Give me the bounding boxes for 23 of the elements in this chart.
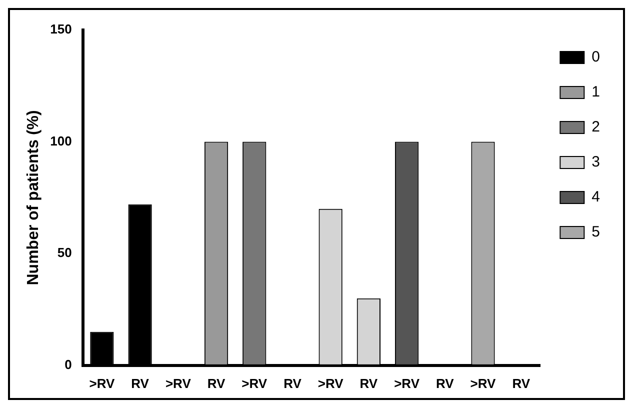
x-tick-label: >RV bbox=[165, 376, 192, 391]
legend-label: 4 bbox=[592, 188, 600, 206]
x-tick-label: RV bbox=[207, 376, 226, 391]
x-tick-label: >RV bbox=[470, 376, 496, 391]
y-tick-label: 0 bbox=[64, 356, 72, 372]
x-tick-label: >RV bbox=[318, 376, 344, 391]
y-tick-label: 150 bbox=[50, 22, 72, 37]
y-tick-label: 50 bbox=[57, 245, 72, 260]
x-tick-label: >RV bbox=[89, 376, 115, 391]
x-tick-label: >RV bbox=[242, 376, 268, 391]
legend-label: 5 bbox=[592, 224, 600, 241]
x-tick-label: RV bbox=[360, 376, 378, 391]
y-axis-title: Number of patients (%) bbox=[25, 110, 42, 286]
legend-label: 3 bbox=[592, 154, 600, 171]
legend-label: 2 bbox=[592, 118, 600, 136]
x-tick-label: RV bbox=[436, 376, 454, 391]
x-tick-label: RV bbox=[284, 376, 302, 391]
legend-label: 0 bbox=[592, 48, 600, 66]
x-tick-label: RV bbox=[512, 376, 530, 391]
legend-label: 1 bbox=[592, 84, 600, 101]
x-tick-label: >RV bbox=[394, 376, 420, 391]
y-tick-label: 100 bbox=[50, 133, 72, 148]
x-tick-label: RV bbox=[131, 376, 150, 391]
